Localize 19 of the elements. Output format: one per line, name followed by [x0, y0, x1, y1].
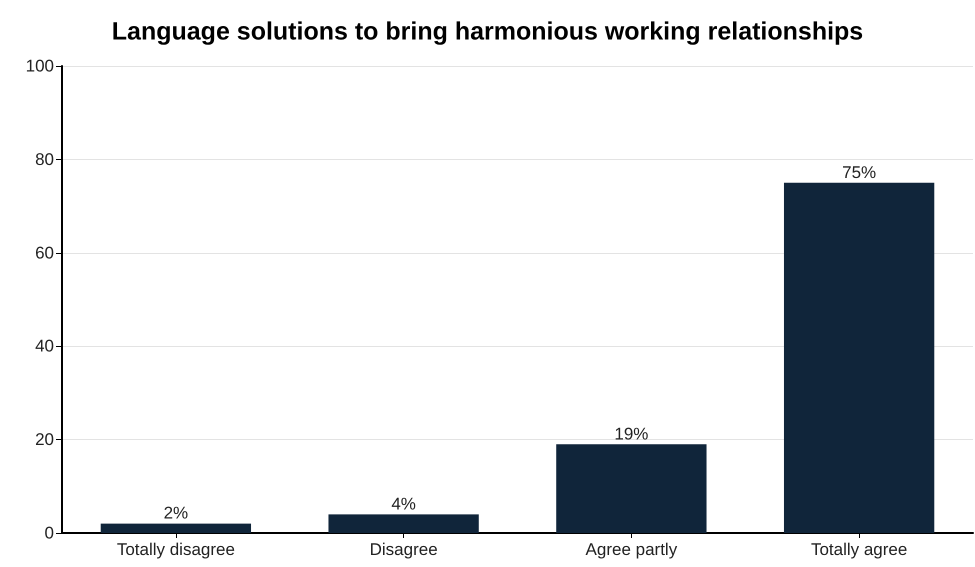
- bar: [100, 524, 252, 533]
- x-tick-label: Totally agree: [810, 540, 908, 559]
- y-tick-label: 60: [35, 243, 54, 262]
- chart-title: Language solutions to bring harmonious working relationships: [112, 18, 864, 46]
- y-tick-label: 80: [35, 150, 54, 169]
- y-tick-label: 0: [44, 524, 54, 542]
- data-label: 4%: [391, 494, 416, 514]
- y-tick-label: 40: [35, 336, 54, 356]
- y-tick-label: 100: [26, 56, 54, 76]
- data-label: 19%: [614, 424, 648, 444]
- bar: [784, 182, 934, 533]
- y-tick-label: 20: [35, 430, 54, 450]
- x-tick-label: Disagree: [370, 540, 438, 559]
- x-tick-label: Totally disagree: [116, 540, 235, 559]
- bar: [556, 444, 707, 533]
- bar: [328, 514, 479, 533]
- data-label: 75%: [842, 162, 876, 182]
- data-label: 2%: [164, 504, 188, 523]
- x-tick-label: Agree partly: [586, 540, 678, 559]
